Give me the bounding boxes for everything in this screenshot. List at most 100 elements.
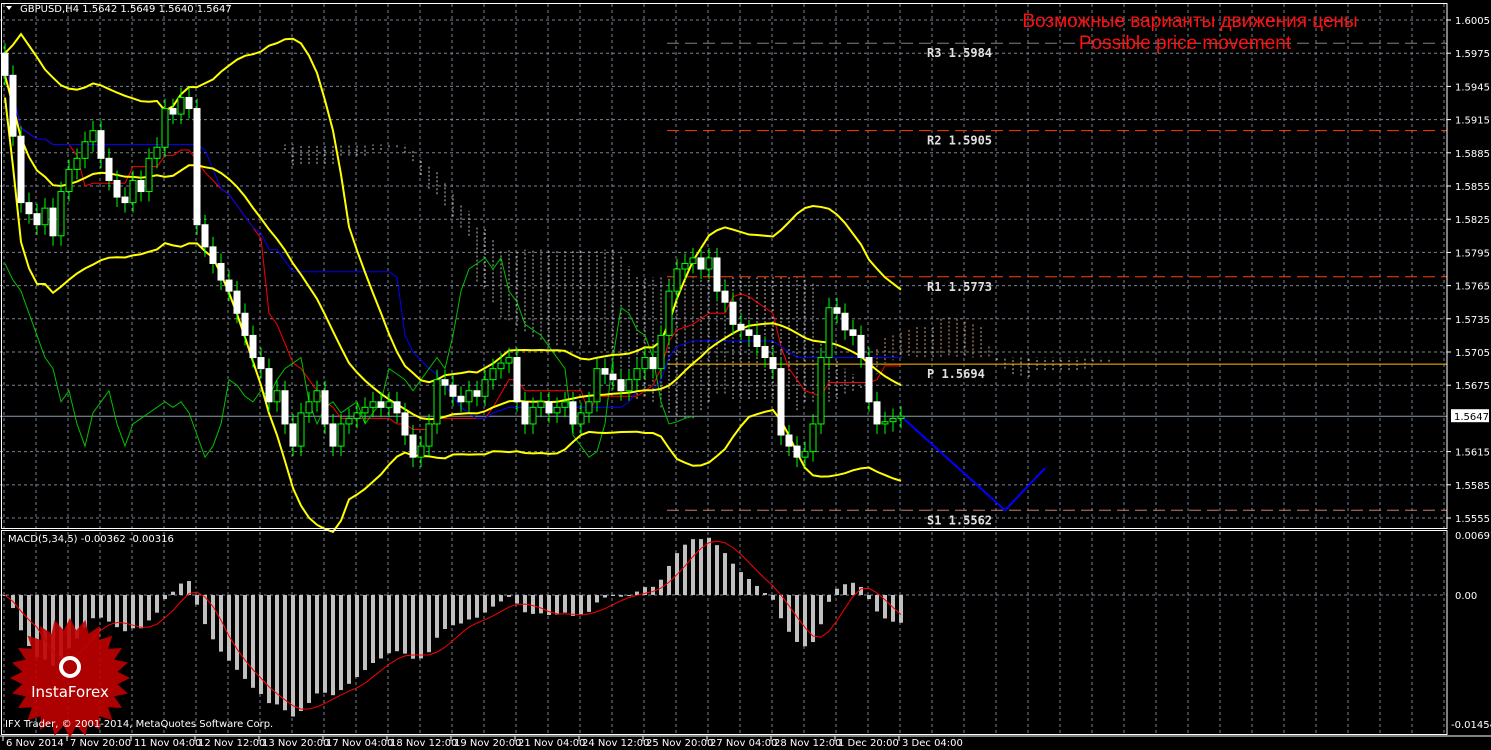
candle-body (25, 202, 33, 215)
candle-body (529, 406, 537, 425)
time-tick-label: 13 Nov 20:00 (262, 738, 329, 749)
candle-body (873, 401, 881, 425)
candle-body (729, 301, 737, 325)
candle-body (721, 290, 729, 303)
macd-bar (723, 553, 727, 595)
time-tick-label: 6 Nov 2014 (6, 738, 64, 749)
indicator-lines (4, 32, 1046, 534)
candle-body (57, 191, 65, 237)
macd-bar (851, 582, 855, 595)
price-tick-label: 1.5975 (1455, 49, 1490, 60)
candle-body (289, 423, 297, 447)
macd-bar (571, 595, 575, 616)
time-tick-label: 21 Nov 04:00 (518, 738, 585, 749)
annotation-en: Possible price movement (1079, 33, 1292, 54)
candle-body (377, 401, 385, 408)
gear-icon (59, 656, 81, 678)
candle-body (369, 401, 377, 408)
macd-bar (491, 595, 495, 607)
macd-bar (539, 595, 543, 614)
candle-body (329, 423, 337, 447)
candle-body (881, 421, 889, 425)
pivot-levels: R3 1.5984 R2 1.5905 R1 1.5773 P 1.5694 S1 1.… (0, 42, 1447, 527)
candle-body (817, 357, 825, 425)
candle-body (649, 357, 657, 370)
candle-body (89, 130, 97, 143)
candle-body (169, 108, 177, 115)
candle-body (705, 257, 713, 270)
time-tick-label: 25 Nov 20:00 (646, 738, 713, 749)
kijun-line (4, 64, 901, 419)
candle-body (737, 323, 745, 331)
macd-bar (363, 595, 367, 671)
candle-body (713, 257, 721, 292)
macd-bar (691, 539, 695, 595)
macd-bar (483, 595, 487, 613)
macd-bar (459, 595, 463, 624)
macd-bar (643, 587, 647, 595)
macd-bar (427, 595, 431, 653)
time-tick-label: 28 Nov 12:00 (774, 738, 841, 749)
time-tick-label: 1 Dec 20:00 (838, 738, 899, 749)
pivot-label-r2: R2 1.5905 (927, 134, 992, 148)
time-tick-label: 18 Nov 12:00 (390, 738, 457, 749)
bollinger-lower (4, 97, 902, 534)
candle-body (681, 262, 689, 270)
candle-body (225, 279, 233, 292)
candle-body (9, 74, 17, 137)
macd-bar (683, 544, 687, 595)
pivot-label-r1: R1 1.5773 (927, 280, 992, 294)
macd-bar (267, 595, 271, 704)
price-tick-label: 1.5585 (1455, 481, 1490, 492)
candle-body (49, 207, 57, 237)
candle-body (633, 368, 641, 381)
candle-body (337, 423, 345, 447)
price-tick-label: 1.5945 (1455, 82, 1490, 93)
macd-bar (515, 595, 519, 604)
pivot-label-r3: R3 1.5984 (927, 46, 992, 60)
price-tick-label: 1.5615 (1455, 448, 1490, 459)
macd-bar (259, 595, 263, 694)
candle-body (65, 168, 73, 193)
macd-bar (667, 565, 671, 595)
candle-body (305, 401, 313, 414)
macd-bar (331, 595, 335, 696)
candle-body (617, 379, 625, 392)
price-tick-label: 1.5795 (1455, 248, 1490, 259)
macd-bar (835, 588, 839, 595)
macd-bar (563, 595, 567, 613)
candle-body (297, 412, 305, 447)
time-tick-label: 3 Dec 04:00 (902, 738, 963, 749)
candle-body (577, 412, 585, 425)
pivot-label-s1: S1 1.5562 (927, 513, 992, 527)
logo-text: InstaForex (31, 683, 109, 701)
candle-body (361, 406, 369, 414)
time-tick-label: 27 Nov 04:00 (710, 738, 777, 749)
time-tick-label: 12 Nov 12:00 (198, 738, 265, 749)
candle-body (521, 401, 529, 425)
dropdown-triangle-icon[interactable] (6, 6, 12, 10)
macd-bar (379, 595, 383, 659)
macd-bar (779, 595, 783, 619)
candle-body (473, 390, 481, 397)
candle-body (113, 179, 121, 198)
price-tick-label: 1.5825 (1455, 215, 1490, 226)
macd-bar (883, 595, 887, 619)
candle-body (545, 401, 553, 414)
macd-bar (219, 595, 223, 652)
macd-bar (595, 595, 599, 603)
candle-body (433, 379, 441, 425)
price-tick-label: 1.6005 (1455, 16, 1490, 27)
candle-body (785, 434, 793, 447)
macd-bar (507, 595, 511, 597)
macd-bar (115, 595, 119, 628)
macd-bar (843, 584, 847, 595)
macd-signal-line (4, 540, 902, 710)
instaforex-logo: InstaForex (10, 618, 130, 738)
candle-body (753, 334, 761, 347)
candle-body (625, 379, 633, 392)
macd-bar (179, 583, 183, 595)
macd-bar (787, 595, 791, 632)
macd-bar (203, 595, 207, 625)
